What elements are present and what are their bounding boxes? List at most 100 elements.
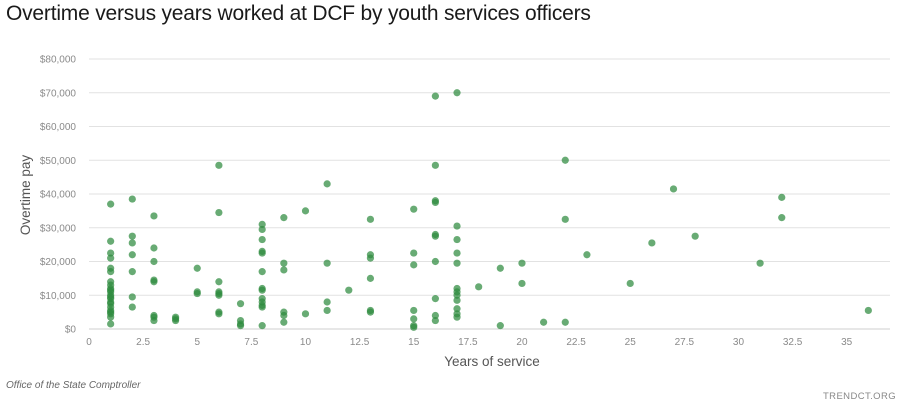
data-point[interactable] — [431, 257, 439, 266]
data-point[interactable] — [236, 322, 245, 330]
grid-layer — [89, 58, 890, 330]
data-point[interactable] — [518, 279, 526, 288]
data-point[interactable] — [301, 310, 310, 318]
data-point[interactable] — [475, 283, 483, 291]
data-point[interactable] — [648, 239, 656, 247]
data-point[interactable] — [410, 315, 418, 323]
data-point[interactable] — [323, 298, 331, 306]
data-point[interactable] — [107, 254, 115, 262]
x-tick-label: 20 — [516, 337, 528, 348]
data-point[interactable] — [431, 232, 439, 240]
data-point[interactable] — [215, 310, 223, 318]
data-point[interactable] — [778, 193, 786, 201]
data-point[interactable] — [431, 92, 439, 100]
data-point[interactable] — [215, 291, 223, 299]
data-point[interactable] — [280, 266, 288, 274]
data-point[interactable] — [583, 251, 591, 259]
data-point[interactable] — [128, 251, 136, 259]
data-point[interactable] — [107, 200, 115, 208]
data-point[interactable] — [323, 180, 331, 188]
y-tick-label: $80,000 — [40, 55, 77, 66]
data-point[interactable] — [756, 259, 764, 267]
data-point[interactable] — [431, 311, 439, 320]
data-point[interactable] — [258, 268, 266, 276]
data-point[interactable] — [410, 323, 418, 331]
data-point[interactable] — [107, 268, 115, 276]
data-point[interactable] — [453, 222, 461, 230]
data-point[interactable] — [453, 296, 461, 304]
data-point[interactable] — [366, 274, 375, 282]
data-point[interactable] — [431, 295, 439, 303]
data-point[interactable] — [128, 303, 136, 311]
data-point[interactable] — [107, 320, 115, 328]
data-point[interactable] — [496, 264, 504, 272]
data-point[interactable] — [150, 316, 158, 325]
data-point[interactable] — [431, 161, 439, 169]
x-tick-label: 15 — [408, 337, 420, 348]
data-point[interactable] — [323, 306, 331, 315]
data-point[interactable] — [215, 161, 223, 169]
data-point[interactable] — [193, 264, 201, 272]
data-point[interactable] — [107, 237, 115, 245]
data-point[interactable] — [561, 156, 569, 164]
data-point[interactable] — [323, 259, 331, 267]
data-point[interactable] — [128, 239, 136, 247]
data-point[interactable] — [561, 318, 569, 326]
data-point[interactable] — [193, 289, 201, 298]
data-point[interactable] — [410, 306, 418, 315]
data-point[interactable] — [150, 278, 158, 286]
data-point[interactable] — [453, 259, 461, 267]
data-point[interactable] — [258, 303, 266, 311]
data-point[interactable] — [410, 205, 418, 213]
data-point[interactable] — [626, 279, 634, 288]
data-point[interactable] — [258, 322, 266, 330]
data-point[interactable] — [453, 249, 461, 257]
data-point[interactable] — [366, 308, 375, 316]
data-point[interactable] — [258, 220, 266, 228]
data-point[interactable] — [561, 215, 569, 223]
data-point[interactable] — [345, 286, 353, 294]
data-point[interactable] — [691, 232, 699, 240]
data-point[interactable] — [453, 313, 461, 321]
data-point[interactable] — [496, 322, 504, 330]
data-point[interactable] — [171, 316, 180, 325]
data-point[interactable] — [366, 215, 375, 223]
data-point[interactable] — [280, 311, 288, 320]
data-point[interactable] — [540, 318, 548, 326]
data-point[interactable] — [280, 259, 288, 267]
data-point[interactable] — [669, 185, 678, 193]
data-point[interactable] — [410, 249, 418, 257]
data-point[interactable] — [431, 316, 439, 325]
data-point[interactable] — [453, 89, 461, 97]
data-point[interactable] — [150, 257, 158, 266]
data-point[interactable] — [778, 214, 786, 222]
data-point[interactable] — [258, 235, 266, 244]
data-point[interactable] — [236, 300, 245, 308]
data-point[interactable] — [366, 254, 375, 262]
data-point[interactable] — [150, 212, 158, 220]
data-point[interactable] — [258, 286, 266, 294]
x-tick-label: 30 — [733, 337, 745, 348]
data-point[interactable] — [431, 198, 439, 207]
y-tick-label: $30,000 — [40, 223, 77, 234]
data-point[interactable] — [128, 293, 136, 301]
data-point[interactable] — [258, 225, 266, 234]
data-point[interactable] — [215, 208, 223, 217]
data-point[interactable] — [280, 318, 288, 326]
data-point[interactable] — [215, 278, 223, 286]
data-point[interactable] — [410, 261, 418, 269]
data-point[interactable] — [453, 291, 461, 299]
data-point[interactable] — [453, 235, 461, 244]
data-point[interactable] — [258, 249, 266, 257]
data-point[interactable] — [150, 244, 158, 252]
data-point[interactable] — [518, 259, 526, 267]
data-point[interactable] — [280, 214, 288, 222]
data-point[interactable] — [128, 268, 136, 276]
data-point[interactable] — [301, 207, 310, 215]
data-point[interactable] — [453, 305, 461, 313]
data-point[interactable] — [128, 232, 136, 240]
data-point[interactable] — [107, 249, 115, 257]
data-point[interactable] — [864, 306, 872, 315]
data-point[interactable] — [128, 195, 136, 203]
data-point[interactable] — [107, 313, 115, 321]
